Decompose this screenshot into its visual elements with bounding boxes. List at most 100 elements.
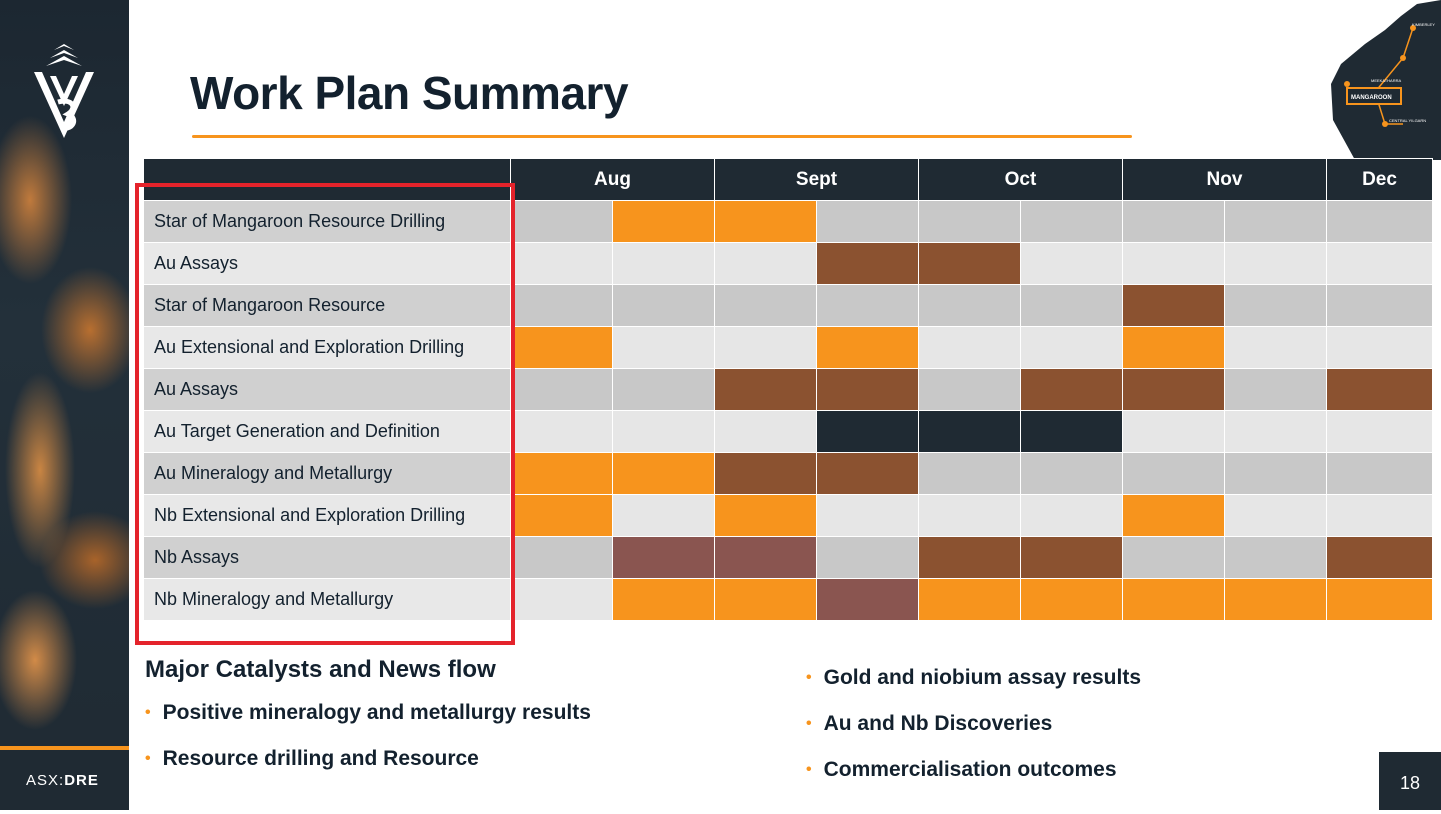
- schedule-cell-empty: [918, 368, 1021, 411]
- schedule-cell-brown: [714, 452, 817, 495]
- catalyst-item: • Resource drilling and Resource: [145, 747, 479, 770]
- schedule-cell-empty: [1224, 242, 1327, 285]
- table-row: Star of Mangaroon Resource: [143, 284, 1433, 327]
- schedule-cell-orange: [714, 494, 817, 537]
- schedule-cell-empty: [1020, 284, 1123, 327]
- schedule-cell-mauve: [714, 536, 817, 579]
- schedule-cell-empty: [612, 284, 715, 327]
- bullet-icon: •: [806, 669, 812, 686]
- schedule-cell-empty: [1122, 200, 1225, 243]
- catalysts-heading: Major Catalysts and News flow: [145, 656, 496, 683]
- schedule-cell-empty: [918, 284, 1021, 327]
- schedule-cell-orange: [612, 578, 715, 621]
- header-month-oct: Oct: [918, 158, 1123, 201]
- schedule-cell-mauve: [612, 536, 715, 579]
- bullet-icon: •: [145, 704, 151, 721]
- schedule-cell-brown: [1020, 536, 1123, 579]
- header-month-sept: Sept: [714, 158, 919, 201]
- schedule-cell-orange: [816, 326, 919, 369]
- schedule-cell-empty: [714, 242, 817, 285]
- schedule-cell-empty: [510, 242, 613, 285]
- schedule-cell-empty: [816, 200, 919, 243]
- schedule-cell-orange: [612, 200, 715, 243]
- bullet-icon: •: [806, 715, 812, 732]
- catalyst-item: • Positive mineralogy and metallurgy resu…: [145, 701, 591, 724]
- schedule-cell-navy: [816, 410, 919, 453]
- schedule-cell-orange: [612, 452, 715, 495]
- task-label: Star of Mangaroon Resource: [143, 284, 511, 327]
- schedule-cell-empty: [510, 368, 613, 411]
- schedule-cell-empty: [1326, 452, 1433, 495]
- company-logo-icon: [34, 44, 94, 138]
- schedule-cell-brown: [816, 242, 919, 285]
- schedule-cell-empty: [1020, 242, 1123, 285]
- schedule-cell-empty: [1122, 452, 1225, 495]
- schedule-cell-empty: [918, 452, 1021, 495]
- task-label: Au Assays: [143, 242, 511, 285]
- task-label: Nb Mineralogy and Metallurgy: [143, 578, 511, 621]
- schedule-cell-empty: [612, 326, 715, 369]
- page-number: 18: [1379, 752, 1441, 810]
- table-row: Nb Extensional and Exploration Drilling: [143, 494, 1433, 537]
- schedule-cell-orange: [918, 578, 1021, 621]
- schedule-cell-brown: [1326, 368, 1433, 411]
- schedule-cell-empty: [612, 242, 715, 285]
- schedule-cell-empty: [918, 326, 1021, 369]
- schedule-cell-empty: [918, 200, 1021, 243]
- map-label-kimberley: KIMBERLEY: [1412, 22, 1435, 27]
- task-label: Au Target Generation and Definition: [143, 410, 511, 453]
- title-underline: [192, 135, 1132, 138]
- task-label: Star of Mangaroon Resource Drilling: [143, 200, 511, 243]
- table-row: Au Mineralogy and Metallurgy: [143, 452, 1433, 495]
- schedule-cell-orange: [1122, 494, 1225, 537]
- schedule-cell-empty: [714, 410, 817, 453]
- table-row: Au Target Generation and Definition: [143, 410, 1433, 453]
- schedule-cell-empty: [1020, 494, 1123, 537]
- asx-ticker: ASX:DRE: [26, 772, 99, 789]
- footer-bar: [0, 750, 129, 810]
- schedule-cell-empty: [918, 494, 1021, 537]
- schedule-cell-empty: [816, 494, 919, 537]
- catalyst-item: • Commercialisation outcomes: [806, 758, 1117, 781]
- footer-accent-line: [0, 746, 129, 750]
- schedule-cell-brown: [918, 536, 1021, 579]
- table-header-row: Aug Sept Oct Nov Dec: [143, 158, 1433, 201]
- schedule-cell-empty: [612, 494, 715, 537]
- schedule-cell-empty: [1224, 284, 1327, 327]
- schedule-cell-brown: [1122, 284, 1225, 327]
- schedule-cell-empty: [1122, 536, 1225, 579]
- table-row: Au Assays: [143, 368, 1433, 411]
- schedule-cell-navy: [1020, 410, 1123, 453]
- schedule-cell-brown: [714, 368, 817, 411]
- schedule-cell-empty: [510, 200, 613, 243]
- task-label: Au Mineralogy and Metallurgy: [143, 452, 511, 495]
- schedule-cell-empty: [1326, 242, 1433, 285]
- schedule-cell-empty: [1224, 536, 1327, 579]
- schedule-cell-empty: [510, 536, 613, 579]
- map-label-mangaroon: MANGAROON: [1351, 95, 1392, 101]
- schedule-cell-empty: [816, 284, 919, 327]
- table-row: Au Assays: [143, 242, 1433, 285]
- header-month-nov: Nov: [1122, 158, 1327, 201]
- schedule-cell-empty: [1224, 452, 1327, 495]
- schedule-cell-brown: [918, 242, 1021, 285]
- schedule-cell-empty: [1224, 200, 1327, 243]
- schedule-cell-empty: [1020, 326, 1123, 369]
- schedule-cell-brown: [1122, 368, 1225, 411]
- header-month-aug: Aug: [510, 158, 715, 201]
- schedule-cell-orange: [1020, 578, 1123, 621]
- header-month-dec: Dec: [1326, 158, 1433, 201]
- catalyst-item: • Au and Nb Discoveries: [806, 712, 1053, 735]
- page-title: Work Plan Summary: [190, 67, 629, 119]
- schedule-cell-empty: [510, 410, 613, 453]
- schedule-cell-empty: [1326, 284, 1433, 327]
- schedule-cell-empty: [1020, 200, 1123, 243]
- table-row: Nb Assays: [143, 536, 1433, 579]
- task-label: Au Extensional and Exploration Drilling: [143, 326, 511, 369]
- schedule-cell-empty: [1020, 452, 1123, 495]
- schedule-cell-brown: [1020, 368, 1123, 411]
- schedule-cell-orange: [1122, 578, 1225, 621]
- bullet-icon: •: [806, 761, 812, 778]
- schedule-cell-orange: [714, 578, 817, 621]
- map-label-meekatharra: MEEKATHARRA: [1371, 78, 1401, 83]
